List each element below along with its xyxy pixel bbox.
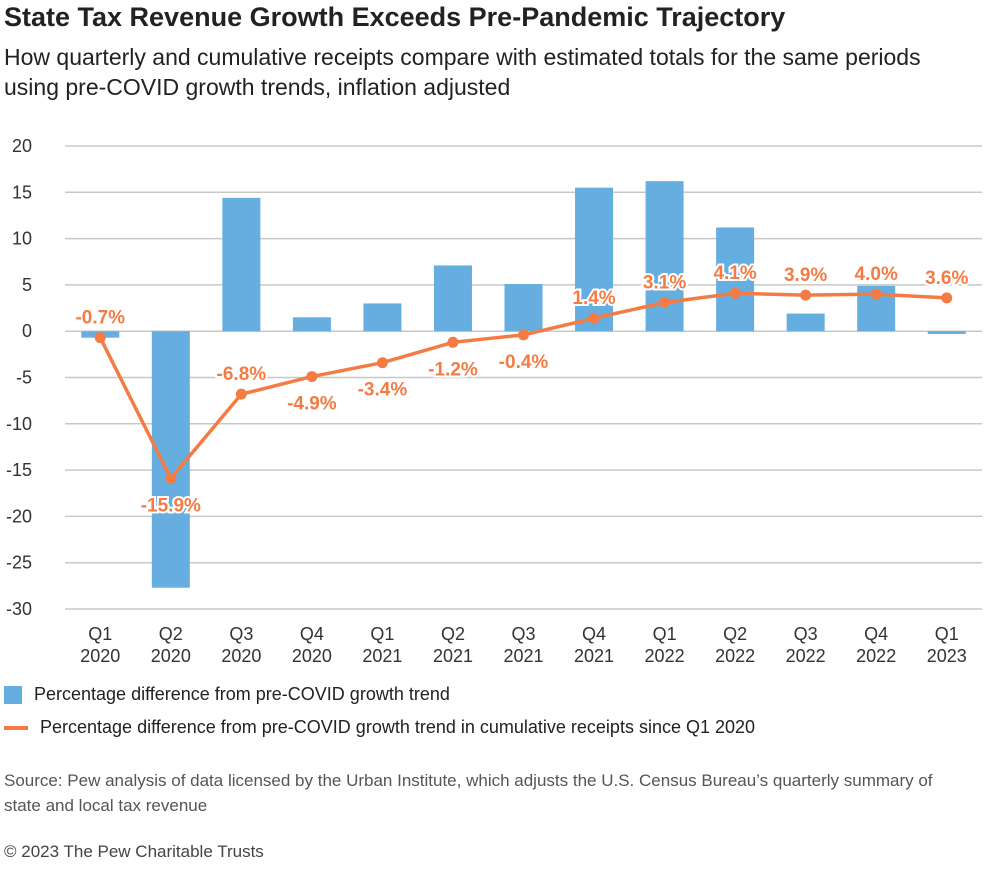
x-tick-label: 2022 (715, 646, 755, 666)
x-tick-label: Q1 (653, 624, 677, 644)
x-tick-label: Q2 (441, 624, 465, 644)
x-tick-label: 2020 (292, 646, 332, 666)
copyright: © 2023 The Pew Charitable Trusts (4, 842, 264, 861)
line-point (518, 329, 529, 341)
x-tick-label: Q4 (582, 624, 606, 644)
legend-item-bars: Percentage difference from pre-COVID gro… (4, 684, 450, 705)
x-tick-label: Q3 (511, 624, 535, 644)
source-note: Source: Pew analysis of data licensed by… (4, 771, 933, 815)
y-tick-label: 0 (22, 321, 32, 341)
bar (645, 181, 684, 332)
x-tick-label: Q4 (864, 624, 888, 644)
y-tick-label: -20 (6, 506, 32, 526)
bar (222, 197, 261, 332)
data-label: -4.9% (287, 394, 337, 415)
x-tick-label: 2020 (151, 646, 191, 666)
x-tick-label: Q4 (300, 624, 324, 644)
bar (504, 283, 543, 332)
line-point (376, 357, 388, 369)
data-label: 3.9% (784, 265, 827, 286)
x-tick-label: Q2 (723, 624, 747, 644)
x-tick-label: Q1 (935, 624, 959, 644)
x-tick-label: Q2 (159, 624, 183, 644)
y-tick-label: 15 (12, 182, 32, 202)
line-point (800, 289, 812, 301)
y-tick-label: -30 (6, 599, 32, 619)
data-label: 4.1% (713, 263, 756, 284)
x-tick-label: 2021 (574, 646, 614, 666)
line-point (447, 336, 459, 348)
y-tick-label: -25 (6, 553, 32, 573)
legend-label: Percentage difference from pre-COVID gro… (40, 717, 756, 737)
bar (292, 317, 331, 332)
data-label: 3.1% (643, 272, 686, 293)
line-point (729, 287, 741, 299)
data-label: 4.0% (855, 264, 898, 285)
bar (151, 331, 190, 588)
y-tick-label: 5 (22, 275, 32, 295)
x-tick-label: 2022 (856, 646, 896, 666)
line-point (165, 472, 177, 484)
data-label: -1.2% (428, 359, 478, 380)
legend-label: Percentage difference from pre-COVID gro… (34, 684, 450, 704)
bar (716, 227, 755, 332)
bar (786, 313, 825, 332)
x-tick-label: Q3 (229, 624, 253, 644)
y-tick-label: -5 (16, 368, 32, 388)
data-label: 3.6% (925, 268, 968, 289)
bar (927, 331, 966, 334)
x-tick-label: Q3 (794, 624, 818, 644)
bar (575, 187, 614, 332)
chart-subtitle: How quarterly and cumulative receipts co… (4, 44, 921, 100)
legend-swatch-line (4, 725, 28, 730)
y-tick-label: -15 (6, 460, 32, 480)
line-point (659, 296, 671, 308)
bar (363, 303, 402, 332)
x-tick-label: 2020 (221, 646, 261, 666)
legend-swatch-bar (4, 685, 22, 704)
line-point (870, 288, 882, 300)
data-label: -15.9% (141, 495, 201, 516)
data-label: -3.4% (358, 380, 408, 401)
y-tick-label: 10 (12, 229, 32, 249)
data-label: -6.8% (217, 364, 267, 385)
x-tick-label: 2021 (433, 646, 473, 666)
data-label: -0.4% (499, 352, 549, 373)
x-tick-label: 2022 (645, 646, 685, 666)
y-tick-label: 20 (12, 136, 32, 156)
chart-title: State Tax Revenue Growth Exceeds Pre-Pan… (4, 2, 786, 32)
bar (433, 265, 472, 332)
line-point (235, 388, 247, 400)
data-label: -0.7% (75, 308, 125, 329)
x-tick-label: Q1 (88, 624, 112, 644)
line-point (94, 332, 106, 344)
x-tick-label: 2021 (503, 646, 543, 666)
x-tick-label: 2022 (786, 646, 826, 666)
line-point (588, 312, 600, 324)
x-tick-label: 2021 (362, 646, 402, 666)
x-tick-label: 2020 (80, 646, 120, 666)
x-tick-label: 2023 (927, 646, 967, 666)
data-label: 1.4% (572, 288, 615, 309)
x-tick-label: Q1 (370, 624, 394, 644)
y-tick-label: -10 (6, 414, 32, 434)
line-point (306, 371, 318, 383)
legend-item-line: Percentage difference from pre-COVID gro… (4, 717, 755, 738)
line-point (941, 292, 953, 304)
